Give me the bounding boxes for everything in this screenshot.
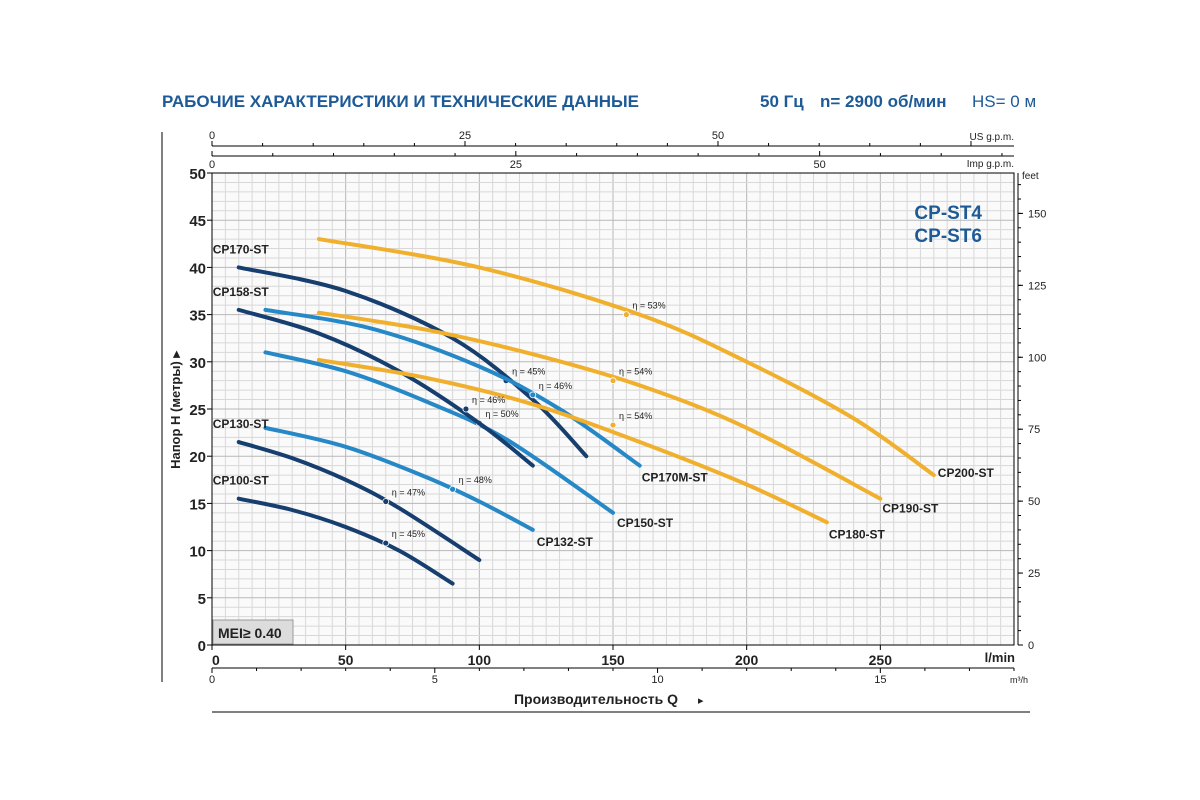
efficiency-label-cp190-st: η = 54% bbox=[619, 367, 652, 377]
curve-label-cp170-st: CP170-ST bbox=[213, 242, 270, 256]
impgpm-tick-label: 50 bbox=[814, 159, 826, 171]
model-label: CP-ST4 bbox=[914, 203, 982, 224]
y-tick-label: 45 bbox=[189, 213, 206, 230]
x-tick-label: 0 bbox=[212, 652, 220, 668]
efficiency-label-cp200-st: η = 53% bbox=[632, 301, 665, 311]
efficiency-point-cp130-st bbox=[382, 498, 390, 505]
curve-cp132-st bbox=[263, 425, 535, 532]
efficiency-label-cp150-st: η = 50% bbox=[485, 409, 518, 419]
efficiency-label-cp130-st: η = 47% bbox=[392, 488, 425, 498]
curve-label-cp158-st: CP158-ST bbox=[213, 285, 270, 299]
impgpm-tick-label: 25 bbox=[510, 159, 522, 171]
curve-cp200-st bbox=[316, 237, 936, 478]
impgpm-unit-label: Imp g.p.m. bbox=[967, 159, 1014, 170]
feet-tick-label: 50 bbox=[1028, 496, 1040, 508]
y-tick-label: 50 bbox=[189, 166, 206, 183]
x-tick-label: 150 bbox=[601, 652, 625, 668]
m3h-tick-label: 0 bbox=[209, 674, 215, 686]
efficiency-point-cp200-st bbox=[622, 311, 630, 319]
usgpm-tick-label: 25 bbox=[459, 130, 471, 142]
efficiency-label-cp158-st: η = 46% bbox=[472, 395, 505, 405]
y-tick-label: 10 bbox=[189, 544, 206, 561]
efficiency-label-cp100-st: η = 45% bbox=[392, 529, 425, 539]
curve-label-cp130-st: CP130-ST bbox=[213, 417, 270, 431]
y-tick-label: 15 bbox=[189, 496, 206, 513]
y-tick-label: 35 bbox=[189, 308, 206, 325]
mei-label: MEI≥ 0.40 bbox=[218, 625, 282, 641]
curve-label-cp190-st: CP190-ST bbox=[882, 502, 939, 516]
x-tick-label: 100 bbox=[468, 652, 492, 668]
m3h-tick-label: 15 bbox=[874, 674, 886, 686]
feet-tick-label: 0 bbox=[1028, 640, 1034, 652]
y-axis-label: Напор H (метры) ▸ bbox=[168, 350, 183, 469]
x-axis-label: Производительность Q bbox=[514, 691, 678, 707]
curve-cp170m-st bbox=[263, 307, 642, 468]
curve-cp180-st bbox=[316, 357, 829, 525]
curve-label-cp200-st: CP200-ST bbox=[938, 466, 995, 480]
frequency-label: 50 Гц bbox=[760, 92, 804, 111]
chart-axes bbox=[161, 132, 1030, 713]
feet-tick-label: 100 bbox=[1028, 352, 1046, 364]
y-tick-label: 20 bbox=[189, 449, 206, 466]
efficiency-label-cp132-st: η = 48% bbox=[459, 475, 492, 485]
chart-grid bbox=[211, 172, 1015, 646]
efficiency-label-cp170-st: η = 45% bbox=[512, 367, 545, 377]
curve-cp190-st bbox=[316, 310, 883, 501]
speed-label: n= 2900 об/мин bbox=[820, 92, 947, 111]
curve-cp150-st bbox=[263, 350, 615, 515]
x-tick-label: 200 bbox=[735, 652, 759, 668]
efficiency-label-cp180-st: η = 54% bbox=[619, 411, 652, 421]
hs-label: HS= 0 м bbox=[972, 92, 1037, 111]
efficiency-point-cp100-st bbox=[382, 539, 390, 547]
x-unit-label: l/min bbox=[985, 650, 1015, 665]
curve-label-cp100-st: CP100-ST bbox=[213, 474, 270, 488]
y-tick-label: 0 bbox=[198, 638, 206, 655]
efficiency-label-cp170m-st: η = 46% bbox=[539, 381, 572, 391]
m3h-unit-label: m³/h bbox=[1010, 675, 1028, 685]
m3h-tick-label: 10 bbox=[651, 674, 663, 686]
efficiency-point-cp180-st bbox=[609, 421, 617, 429]
mei-box bbox=[212, 619, 294, 645]
efficiency-point-cp132-st bbox=[449, 485, 457, 493]
chart-title: РАБОЧИЕ ХАРАКТЕРИСТИКИ И ТЕХНИЧЕСКИЕ ДАН… bbox=[162, 92, 640, 111]
y-tick-label: 5 bbox=[198, 591, 206, 608]
usgpm-tick-label: 0 bbox=[209, 130, 215, 142]
efficiency-point-cp158-st bbox=[462, 405, 470, 413]
curve-label-cp180-st: CP180-ST bbox=[829, 527, 886, 541]
feet-tick-label: 150 bbox=[1028, 208, 1046, 220]
curve-label-cp150-st: CP150-ST bbox=[617, 516, 674, 530]
feet-unit-label: feet bbox=[1022, 171, 1039, 182]
chart-series bbox=[236, 237, 936, 586]
feet-tick-label: 25 bbox=[1028, 568, 1040, 580]
feet-tick-label: 125 bbox=[1028, 280, 1046, 292]
curve-label-cp132-st: CP132-ST bbox=[537, 535, 594, 549]
feet-tick-label: 75 bbox=[1028, 424, 1040, 436]
model-label: CP-ST6 bbox=[914, 226, 982, 247]
y-tick-label: 30 bbox=[189, 355, 206, 372]
usgpm-unit-label: US g.p.m. bbox=[970, 132, 1014, 143]
x-axis-arrow: ▸ bbox=[698, 695, 704, 707]
m3h-tick-label: 5 bbox=[432, 674, 438, 686]
efficiency-point-cp190-st bbox=[609, 377, 617, 385]
usgpm-tick-label: 50 bbox=[712, 130, 724, 142]
curve-cp100-st bbox=[236, 496, 455, 586]
x-tick-label: 50 bbox=[338, 652, 354, 668]
curve-cp130-st bbox=[236, 440, 482, 562]
impgpm-tick-label: 0 bbox=[209, 159, 215, 171]
curve-cp170-st bbox=[236, 265, 589, 459]
curve-label-cp170m-st: CP170M-ST bbox=[642, 471, 709, 485]
x-tick-label: 250 bbox=[869, 652, 893, 668]
efficiency-point-cp170m-st bbox=[529, 391, 537, 399]
y-tick-label: 40 bbox=[189, 260, 206, 277]
y-tick-label: 25 bbox=[189, 402, 206, 419]
